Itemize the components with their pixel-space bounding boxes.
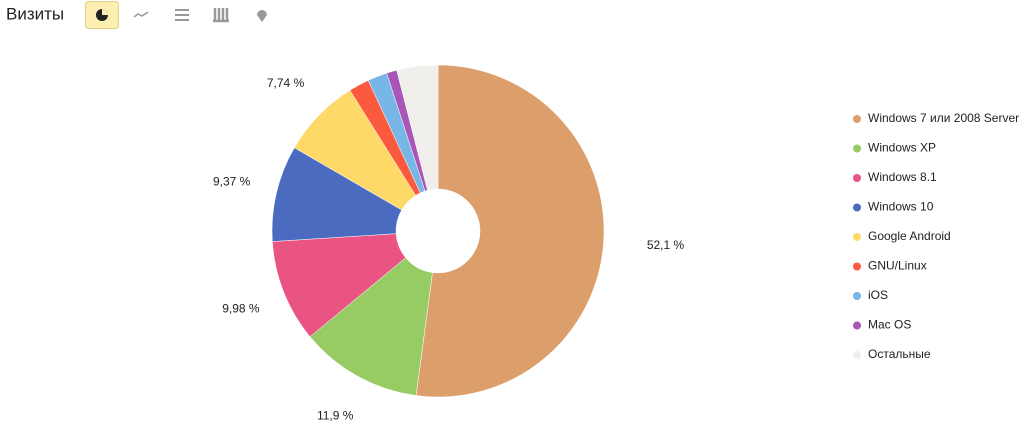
map-button[interactable] — [257, 10, 267, 22]
value-label: 11,9 % — [317, 409, 354, 421]
legend-label: Windows 8.1 — [868, 170, 937, 184]
slice — [415, 64, 605, 398]
value-label: 9,37 % — [213, 175, 251, 189]
chart-title: Визиты — [6, 4, 64, 23]
legend-swatch — [853, 292, 861, 300]
slice — [272, 233, 406, 338]
legend-swatch — [853, 233, 861, 241]
legend-label: iOS — [868, 288, 888, 302]
legend-label: Windows XP — [868, 141, 936, 155]
legend-label: Остальные — [868, 347, 931, 361]
area-button[interactable] — [175, 9, 189, 21]
legend-swatch — [853, 203, 861, 212]
value-label: 9,98 % — [222, 301, 260, 315]
legend-swatch — [853, 115, 861, 123]
legend-label: Windows 7 или 2008 Server — [868, 111, 1019, 125]
legend-label: Mac OS — [868, 318, 911, 332]
legend-swatch — [853, 144, 861, 153]
legend-swatch — [853, 351, 861, 359]
slice — [309, 257, 433, 396]
legend-swatch — [853, 321, 861, 330]
legend-label: GNU/Linux — [868, 259, 927, 273]
value-label: 7,74 % — [267, 76, 305, 90]
slice — [271, 147, 403, 242]
value-label: 52,1 % — [647, 238, 685, 252]
toolbar — [85, 1, 267, 29]
pie-icon-cut — [102, 9, 108, 15]
legend-label: Windows 10 — [868, 200, 934, 214]
legend-label: Google Android — [868, 229, 951, 243]
legend-swatch — [853, 262, 861, 271]
bar-button[interactable] — [213, 8, 229, 23]
legend-swatch — [853, 174, 861, 182]
line-button[interactable] — [133, 11, 149, 18]
slice — [396, 64, 439, 191]
